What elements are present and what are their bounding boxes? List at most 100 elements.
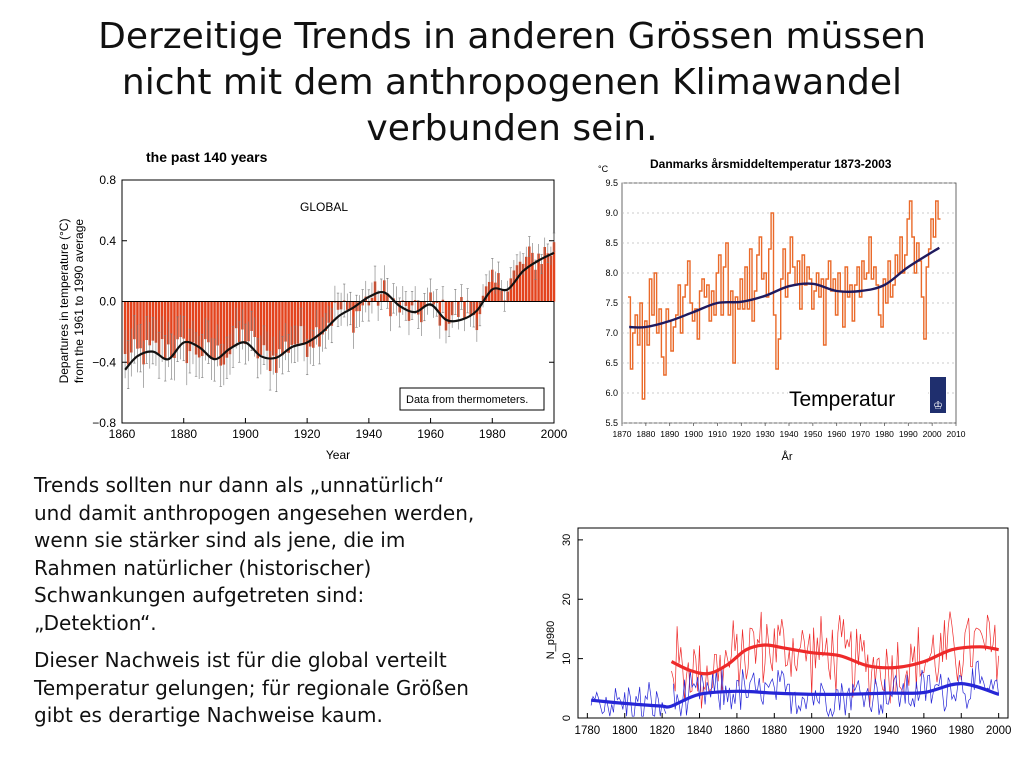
global-anomaly-bar — [475, 301, 479, 331]
slide-title-line-1: Derzeitige Trends in anderen Grössen müs… — [98, 16, 926, 57]
denmark-y-unit-label: °C — [598, 164, 609, 174]
global-anomaly-bar — [157, 301, 161, 356]
global-anomaly-bar — [173, 301, 176, 359]
global-x-tick-label: 1940 — [356, 427, 383, 441]
denmark-y-tick-label: 7.0 — [605, 328, 618, 338]
red-smoothed-curve — [670, 643, 999, 676]
global-anomaly-bar — [268, 301, 272, 371]
denmark-x-tick-label: 2000 — [923, 429, 942, 439]
paragraph-detection: Trends sollten nur dann als „unnatürlich… — [34, 472, 554, 637]
global-anomaly-bar — [200, 301, 204, 357]
np-y-tick-label: 30 — [561, 534, 573, 546]
global-x-tick-label: 1860 — [109, 427, 136, 441]
global-anomaly-bar — [259, 301, 263, 355]
global-anomaly-bar — [290, 301, 293, 345]
global-anomaly-bar — [262, 301, 266, 346]
temperatur-label: Temperatur — [789, 388, 895, 411]
global-y-tick-label: −0.8 — [92, 416, 116, 430]
denmark-smoothed-curve — [629, 246, 940, 329]
denmark-x-tick-label: 1940 — [780, 429, 799, 439]
denmark-y-tick-label: 7.5 — [605, 298, 618, 308]
global-anomaly-bar — [185, 301, 189, 364]
global-anomaly-bar — [312, 301, 315, 348]
global-anomaly-bar — [210, 301, 213, 359]
global-x-tick-label: 1880 — [170, 427, 197, 441]
global-anomaly-bar — [284, 301, 287, 342]
np980-index-chart: 0 10 20 30 1780 1800 1820 1840 1860 1880 1900 1920 1… — [545, 527, 1012, 737]
global-y-axis-label-line-1: Departures in temperature (°C) — [57, 219, 71, 384]
global-anomaly-bar — [219, 301, 222, 366]
global-y-tick-label: 0.8 — [99, 173, 116, 187]
np-x-tick-label: 1820 — [649, 725, 675, 737]
global-anomaly-bar — [531, 252, 534, 302]
global-anomaly-bar — [170, 301, 173, 357]
paragraph-evidence: Dieser Nachweis ist für die global verte… — [34, 647, 554, 730]
body-text: Trends sollten nur dann als „unnatürlich… — [34, 472, 554, 740]
np-x-tick-label: 1800 — [612, 725, 638, 737]
np-x-tick-label: 1840 — [687, 725, 713, 737]
global-anomaly-bar — [543, 247, 546, 302]
denmark-x-tick-label: 1900 — [684, 429, 703, 439]
global-annotation: GLOBAL — [300, 200, 348, 214]
global-temperature-chart: the past 140 years GLOBAL Data from ther… — [57, 149, 568, 462]
global-anomaly-bar — [509, 278, 513, 302]
crown-icon: ♔ — [933, 400, 943, 412]
global-anomaly-bar — [318, 301, 321, 347]
np-x-tick-label: 1980 — [948, 725, 974, 737]
global-anomaly-bar — [308, 301, 312, 347]
denmark-temperature-chart: Danmarks årsmiddeltemperatur 1873-2003 °… — [598, 157, 966, 463]
np-x-tick-label: 1900 — [799, 725, 825, 737]
global-anomaly-bar — [213, 301, 216, 361]
np-x-tick-label: 1940 — [874, 725, 900, 737]
global-anomaly-bar — [130, 301, 133, 353]
global-anomaly-bar — [444, 301, 448, 331]
global-anomaly-bar — [247, 301, 250, 342]
paragraph-1-line-2: und damit anthropogen angesehen werden, — [34, 500, 475, 525]
denmark-x-tick-label: 1930 — [756, 429, 775, 439]
red-annual-series — [671, 611, 1000, 709]
np-y-tick-label: 20 — [561, 593, 573, 605]
global-y-axis-label-line-2: from the 1961 to 1990 average — [72, 219, 86, 383]
global-anomaly-bar — [549, 255, 553, 302]
global-anomaly-bar — [216, 301, 219, 346]
np-y-axis-label: N_p980 — [545, 621, 557, 660]
blue-smoothed-curve — [590, 681, 1000, 709]
dmi-logo: ♔ — [930, 377, 946, 413]
global-anomaly-bar — [271, 301, 275, 356]
slide-title-line-3: verbunden sein. — [366, 108, 658, 149]
global-note-box — [399, 387, 545, 411]
temperatur-label-box — [788, 381, 928, 413]
denmark-y-tick-label: 8.5 — [605, 238, 618, 248]
paragraph-2-line-3: gibt es derartige Nachweise kaum. — [34, 703, 383, 727]
global-anomaly-bar — [281, 301, 284, 356]
denmark-annual-series — [628, 200, 941, 400]
denmark-y-tick-label: 5.5 — [605, 418, 618, 428]
global-anomaly-bar — [225, 301, 229, 358]
paragraph-2-line-1: Dieser Nachweis ist für die global verte… — [34, 648, 447, 672]
global-smoothed-curve — [124, 251, 555, 371]
global-x-tick-label: 1920 — [294, 427, 321, 441]
global-anomaly-bar — [126, 301, 130, 365]
denmark-x-axis-label: År — [782, 450, 793, 463]
paragraph-2-line-2: Temperatur gelungen; für regionale Größe… — [34, 675, 469, 700]
np-x-tick-label: 2000 — [986, 725, 1012, 737]
slide-title-line-2: nicht mit dem anthropogenen Klimawandel — [121, 62, 903, 103]
global-x-axis-label: Year — [326, 448, 350, 462]
paragraph-1-line-5: Schwankungen aufgetreten sind: — [34, 583, 365, 607]
global-anomaly-bar — [491, 269, 494, 302]
global-anomaly-bar — [256, 301, 260, 359]
global-anomaly-bar — [512, 270, 516, 302]
denmark-x-tick-label: 2010 — [947, 429, 966, 439]
paragraph-1-line-1: Trends sollten nur dann als „unnatürlich… — [34, 473, 445, 497]
denmark-x-tick-label: 1950 — [803, 429, 822, 439]
denmark-y-tick-label: 6.5 — [605, 358, 618, 368]
global-anomaly-bar — [222, 301, 226, 365]
global-anomaly-bar — [515, 265, 519, 302]
global-anomaly-bar — [142, 301, 145, 365]
np-y-tick-label: 10 — [561, 652, 573, 664]
global-anomaly-bar — [293, 301, 297, 345]
denmark-chart-title: Danmarks årsmiddeltemperatur 1873-2003 — [650, 157, 892, 171]
blue-annual-series — [590, 660, 1000, 718]
np-x-tick-label: 1860 — [724, 725, 750, 737]
global-anomaly-bar — [244, 301, 247, 345]
